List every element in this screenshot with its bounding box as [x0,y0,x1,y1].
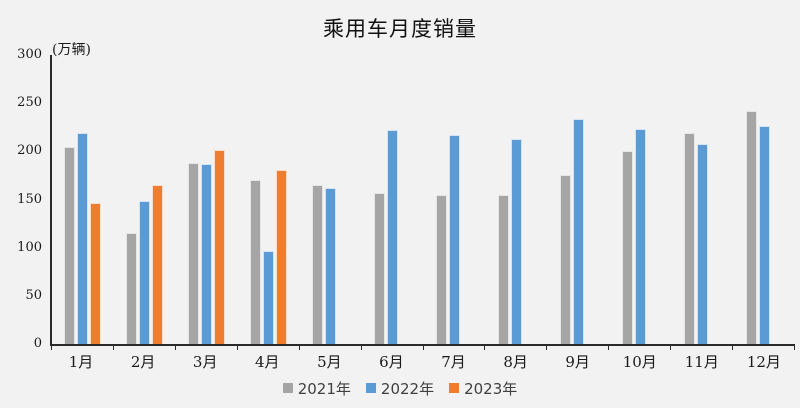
x-axis-tick [484,346,486,350]
x-tick-label-2月: 2月 [130,353,156,371]
bar-2022年-4月 [263,251,275,344]
bar-2021年-9月 [559,175,571,344]
y-tick-label-150: 150 [17,191,42,207]
bar-2023年-4月 [276,169,288,344]
legend-swatch-2022年 [365,383,376,393]
bar-group-4月 [238,55,300,344]
bar-2021年-10月 [621,150,633,344]
bar-2021年-5月 [312,185,324,344]
bar-2022年-1月 [77,133,89,344]
bar-group-1月 [52,55,114,344]
bar-group-7月 [424,55,486,344]
x-axis-tick [794,346,795,350]
bar-2023年-3月 [214,149,226,344]
chart-title: 乘用车月度销量 [323,17,477,41]
x-axis-tick [546,346,548,350]
legend-item-2022年: 2022年 [365,378,435,399]
bar-2021年-7月 [435,194,447,344]
x-tick-label-11月: 11月 [684,353,719,371]
bar-2022年-10月 [634,128,646,344]
y-tick-label-200: 200 [17,143,42,159]
x-tick-label-10月: 10月 [622,353,657,371]
x-axis-tick [732,346,734,350]
x-axis-tick [298,346,300,350]
bar-2021年-4月 [250,179,262,344]
bar-2022年-6月 [387,129,399,344]
y-tick-label-250: 250 [17,95,42,111]
bar-2022年-11月 [696,144,708,344]
bar-group-10月 [609,55,671,344]
x-axis-tick [608,346,610,350]
plot-area [50,55,795,350]
bar-2022年-3月 [201,164,213,344]
bar-2022年-2月 [139,200,151,344]
bar-2022年-7月 [448,134,460,344]
x-axis-tick [360,346,362,350]
bar-2022年-8月 [510,139,522,344]
x-axis-tick [236,346,238,350]
bar-2021年-1月 [64,147,76,344]
x-tick-label-12月: 12月 [746,353,781,371]
legend-label-2022年: 2022年 [380,379,435,398]
bar-2022年-5月 [325,187,337,344]
bar-2021年-11月 [683,132,695,344]
x-tick-label-5月: 5月 [317,353,342,371]
bar-2021年-12月 [745,110,757,344]
legend-label-2021年: 2021年 [297,379,351,398]
x-axis-tick [670,346,672,350]
x-tick-label-9月: 9月 [565,353,590,371]
bar-group-3月 [176,55,238,344]
y-tick-label-0: 0 [33,336,42,351]
bar-2021年-6月 [374,192,386,344]
bar-group-2月 [114,55,176,344]
x-axis-tick [51,346,52,350]
legend-swatch-2023年 [449,383,460,393]
legend-item-2021年: 2021年 [282,378,351,399]
legend-label-2023年: 2023年 [464,379,518,398]
x-tick-label-4月: 4月 [255,353,280,371]
bar-2021年-2月 [126,232,138,344]
x-axis-tick [422,346,424,350]
bar-group-9月 [547,55,609,344]
bar-group-5月 [300,55,362,344]
x-tick-label-8月: 8月 [503,353,528,371]
bar-group-8月 [485,55,547,344]
bar-2021年-8月 [497,194,509,344]
bar-2021年-3月 [188,163,200,344]
bar-group-11月 [671,55,733,344]
y-tick-label-100: 100 [17,239,42,255]
y-tick-label-50: 50 [25,287,42,303]
bar-group-6月 [362,55,424,344]
bar-2023年-1月 [90,202,102,344]
y-axis-tick-labels: 300 250 200 150 100 50 0 [0,0,42,408]
x-tick-label-6月: 6月 [379,353,404,371]
bar-2023年-2月 [152,184,164,344]
bar-2022年-12月 [758,126,770,344]
y-axis-unit-label: (万辆) [52,42,91,58]
chart-legend: 2021年 2022年 2023年 [0,378,800,398]
bar-2022年-9月 [572,119,584,344]
x-tick-label-7月: 7月 [441,353,466,371]
bar-group-12月 [733,55,795,344]
x-tick-label-3月: 3月 [192,353,218,371]
x-axis-tick [174,346,176,350]
legend-swatch-2021年 [282,383,293,393]
x-axis-tick-labels: 1月 2月 3月 4月 5月 6月 7月 8月 9月 10月 11月 12月 [50,351,795,372]
x-tick-label-1月: 1月 [68,353,94,371]
legend-item-2023年: 2023年 [449,378,517,399]
y-tick-label-300: 300 [17,47,42,62]
x-axis-tick [112,346,114,350]
